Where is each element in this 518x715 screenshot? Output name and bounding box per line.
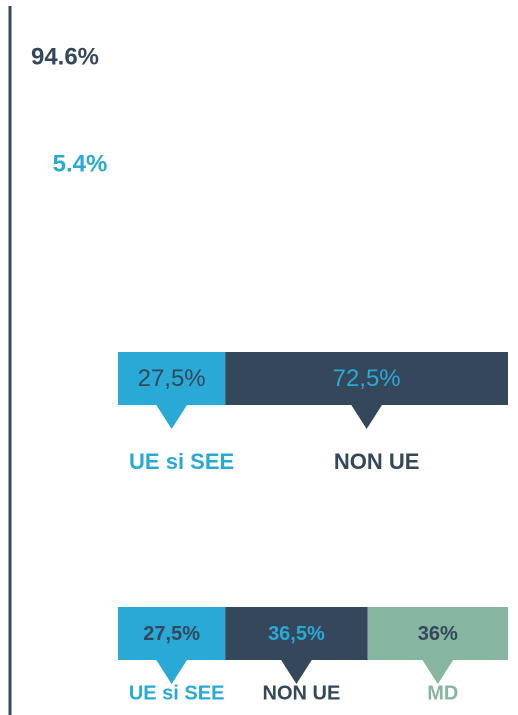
person-icon — [359, 506, 391, 596]
icon-segment — [124, 506, 234, 596]
pointer — [155, 659, 188, 684]
person-icon — [359, 14, 391, 104]
bar-segment — [225, 607, 368, 660]
person-icon — [320, 251, 352, 341]
person-icon — [280, 14, 312, 104]
person-icon — [202, 251, 234, 341]
category-label: MD — [427, 682, 458, 704]
person-icon — [359, 506, 391, 596]
pointer — [155, 404, 188, 429]
person-icon — [163, 251, 195, 341]
segment-value: 72,5% — [333, 365, 401, 392]
person-icon — [202, 506, 234, 596]
person-icon — [320, 14, 352, 104]
pointer — [350, 404, 383, 429]
person-icon — [124, 14, 156, 104]
icon-segment — [202, 251, 508, 341]
segment-value: 36,5% — [268, 623, 325, 645]
bar-segment — [118, 352, 226, 405]
person-icon — [437, 251, 469, 341]
pointer — [421, 659, 454, 684]
value-label: 5.4% — [53, 150, 108, 177]
person-icon — [124, 124, 156, 214]
person-icon — [398, 251, 430, 341]
person-icon — [398, 14, 430, 104]
person-icon — [476, 251, 508, 341]
icon-segment — [124, 251, 234, 341]
person-icon — [202, 506, 234, 596]
segment-value: 27,5% — [138, 365, 206, 392]
segment-value: 27,5% — [143, 623, 200, 645]
person-icon — [241, 14, 273, 104]
person-icon — [280, 506, 312, 596]
person-icon — [476, 14, 508, 104]
person-icon — [437, 14, 469, 104]
person-icon — [476, 506, 508, 596]
bar-segment — [118, 607, 226, 660]
person-icon — [241, 251, 273, 341]
person-icon — [241, 506, 273, 596]
person-icon — [280, 251, 312, 341]
value-label: 94.6% — [31, 43, 99, 70]
segment-value: 36% — [418, 623, 458, 645]
category-label: UE si SEE — [129, 682, 225, 704]
person-icon — [398, 506, 430, 596]
person-icon — [202, 251, 234, 341]
person-icon — [437, 506, 469, 596]
bar-segment — [225, 352, 508, 405]
icon-segment — [202, 506, 391, 596]
person-icon — [163, 506, 195, 596]
person-icon — [124, 506, 156, 596]
icon-segment — [359, 506, 509, 596]
person-icon — [124, 251, 156, 341]
person-icon — [359, 251, 391, 341]
category-label: NON UE — [334, 449, 420, 474]
category-label: NON UE — [263, 682, 341, 704]
category-label: UE si SEE — [129, 449, 234, 474]
person-icon — [163, 14, 195, 104]
icon-segment — [124, 14, 509, 104]
person-icon — [202, 14, 234, 104]
icon-segment — [124, 124, 156, 214]
bar-segment — [367, 607, 508, 660]
person-icon — [320, 506, 352, 596]
pointer — [280, 659, 313, 684]
